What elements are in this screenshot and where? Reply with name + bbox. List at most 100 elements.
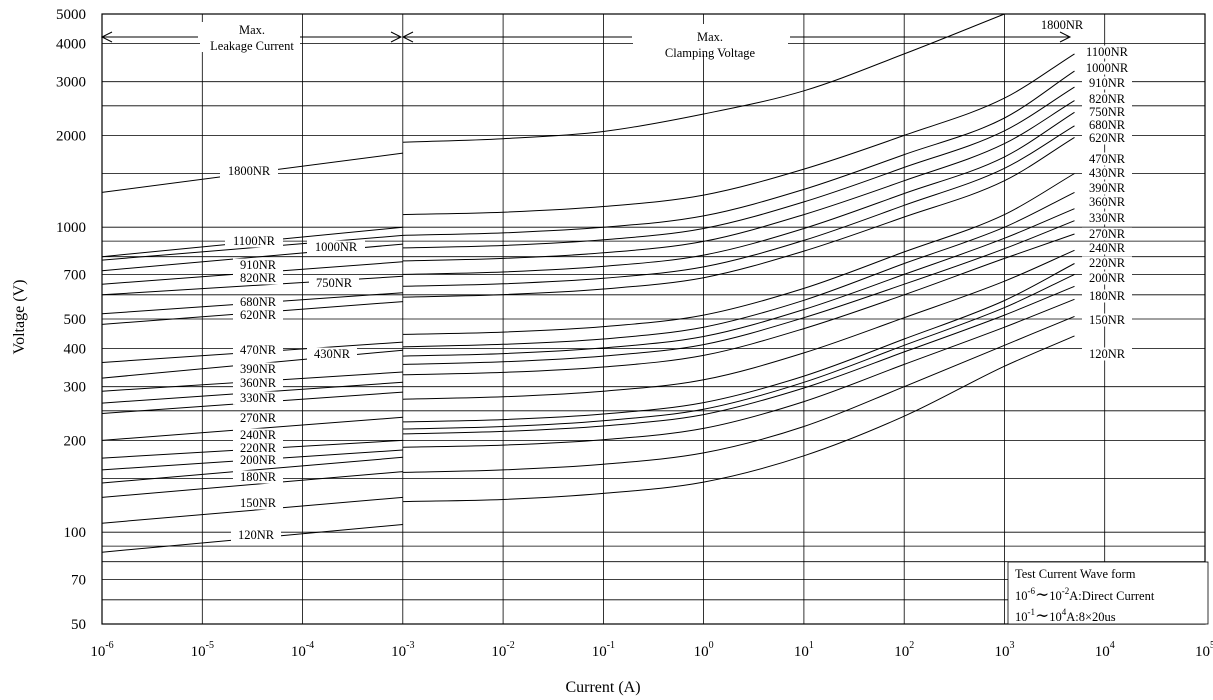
curve-label-220NR-left: 220NR xyxy=(240,441,277,455)
curve-150NR-clamping xyxy=(402,315,1075,473)
curve-label-bg xyxy=(1082,313,1132,327)
curve-390NR-clamping xyxy=(402,208,1075,357)
curve-label-bg xyxy=(1078,45,1136,59)
y-tick-label: 2000 xyxy=(56,128,86,144)
curve-label-1100NR-right: 1100NR xyxy=(1086,45,1129,59)
curve-label-180NR-right: 180NR xyxy=(1089,289,1126,303)
curve-180NR-leakage xyxy=(101,471,403,498)
curve-label-1000NR-mid: 1000NR xyxy=(315,240,358,254)
x-tick-label: 10-4 xyxy=(291,640,314,660)
clamping-annotation-line2: Clamping Voltage xyxy=(665,46,756,60)
leakage-annotation-line2: Leakage Current xyxy=(210,39,294,53)
curve-label-360NR-left: 360NR xyxy=(240,376,277,390)
curve-470NR-clamping xyxy=(402,173,1075,335)
curve-label-390NR-left: 390NR xyxy=(240,362,277,376)
y-tick-label: 1000 xyxy=(56,220,86,236)
note-line1: Test Current Wave form xyxy=(1015,567,1136,581)
y-tick-label: 3000 xyxy=(56,75,86,91)
curve-label-270NR-right: 270NR xyxy=(1089,227,1126,241)
curve-label-bg xyxy=(1082,105,1132,119)
curve-200NR-clamping xyxy=(402,285,1075,435)
curve-label-bg xyxy=(233,441,283,455)
curve-430NR-clamping xyxy=(402,191,1075,348)
x-tick-label: 104 xyxy=(1095,640,1115,660)
curve-label-bg xyxy=(231,528,281,542)
curve-label-270NR-left: 270NR xyxy=(240,411,277,425)
curve-label-1800NR-right: 1800NR xyxy=(1041,18,1084,32)
curve-label-bg xyxy=(1082,181,1132,195)
curve-label-bg xyxy=(1082,256,1132,270)
y-tick-label: 5000 xyxy=(56,7,86,23)
test-wave-note: Test Current Wave form 10-6∼10-2A:Direct… xyxy=(1007,561,1209,625)
curve-270NR-clamping xyxy=(402,249,1075,400)
x-tick-label: 102 xyxy=(894,640,914,660)
curve-label-1800NR-left: 1800NR xyxy=(228,164,271,178)
curve-label-680NR-right: 680NR xyxy=(1089,118,1126,132)
curve-200NR-leakage xyxy=(101,456,403,484)
curve-label-240NR-right: 240NR xyxy=(1089,241,1126,255)
y-tick-label: 200 xyxy=(64,433,87,449)
curve-label-bg xyxy=(233,496,283,510)
curve-label-bg xyxy=(1078,61,1136,75)
tick-labels: 5000 4000 3000 2000 1000 700 500 400 300 200 100 70… xyxy=(56,7,1213,660)
curve-label-120NR-left: 120NR xyxy=(238,528,275,542)
x-tick-label: 100 xyxy=(694,640,714,660)
curve-label-bg xyxy=(1082,347,1132,361)
curve-label-620NR-right: 620NR xyxy=(1089,131,1126,145)
curve-750NR-clamping xyxy=(402,111,1075,275)
curve-1000NR-clamping xyxy=(402,70,1075,236)
curve-label-bg xyxy=(1082,152,1132,166)
curve-label-bg xyxy=(1082,241,1132,255)
curve-label-bg xyxy=(233,428,283,442)
curve-label-820NR-left: 820NR xyxy=(240,271,277,285)
curve-label-bg xyxy=(233,308,283,322)
curve-label-360NR-right: 360NR xyxy=(1089,195,1126,209)
curve-label-200NR-left: 200NR xyxy=(240,453,277,467)
y-tick-label: 700 xyxy=(64,267,87,283)
annotations: Max. Leakage Current Max. Clamping Volta… xyxy=(100,22,1072,60)
curve-620NR-clamping xyxy=(402,136,1075,298)
x-tick-label: 10-3 xyxy=(391,640,414,660)
curve-label-bg xyxy=(233,470,283,484)
curve-label-bg xyxy=(233,362,283,376)
clamping-arrowhead-left xyxy=(401,31,414,43)
curve-label-bg xyxy=(1082,195,1132,209)
curve-label-910NR-right: 910NR xyxy=(1089,76,1126,90)
x-tick-label: 103 xyxy=(995,640,1015,660)
x-tick-label: 101 xyxy=(794,640,814,660)
curve-label-bg xyxy=(1082,76,1132,90)
curve-680NR-clamping xyxy=(402,125,1075,287)
curve-labels: 120NR 120NR 150NR 150NR 180NR 180NR 200NR 200NR… xyxy=(220,18,1136,542)
curve-label-bg xyxy=(233,391,283,405)
y-tick-label: 300 xyxy=(64,380,87,396)
curve-910NR-clamping xyxy=(402,86,1075,249)
curve-label-1000NR-right: 1000NR xyxy=(1086,61,1129,75)
curve-label-680NR-left: 680NR xyxy=(240,295,277,309)
curve-label-750NR-right: 750NR xyxy=(1089,105,1126,119)
leakage-annotation-line1: Max. xyxy=(239,23,265,37)
curve-label-820NR-right: 820NR xyxy=(1089,92,1126,106)
curve-label-750NR-mid: 750NR xyxy=(316,276,353,290)
y-tick-label: 4000 xyxy=(56,37,86,53)
curve-label-bg xyxy=(233,376,283,390)
clamping-annotation-line1: Max. xyxy=(697,30,723,44)
curve-label-bg xyxy=(309,276,359,290)
curve-label-bg xyxy=(233,453,283,467)
curve-label-bg xyxy=(1082,92,1132,106)
curve-label-240NR-left: 240NR xyxy=(240,428,277,442)
curve-120NR-clamping xyxy=(402,335,1075,503)
curve-label-330NR-right: 330NR xyxy=(1089,211,1126,225)
curve-220NR-clamping xyxy=(402,273,1075,430)
y-tick-label: 500 xyxy=(64,312,87,328)
curve-label-430NR-right: 430NR xyxy=(1089,166,1126,180)
curve-label-470NR-right: 470NR xyxy=(1089,152,1126,166)
curve-label-430NR-mid: 430NR xyxy=(314,347,351,361)
curve-label-390NR-right: 390NR xyxy=(1089,181,1126,195)
curve-label-1100NR-left: 1100NR xyxy=(233,234,276,248)
curve-label-bg xyxy=(1082,289,1132,303)
curve-label-330NR-left: 330NR xyxy=(240,391,277,405)
leakage-arrowhead-right xyxy=(390,31,403,43)
curve-label-bg xyxy=(307,347,357,361)
x-tick-label: 10-2 xyxy=(491,640,514,660)
